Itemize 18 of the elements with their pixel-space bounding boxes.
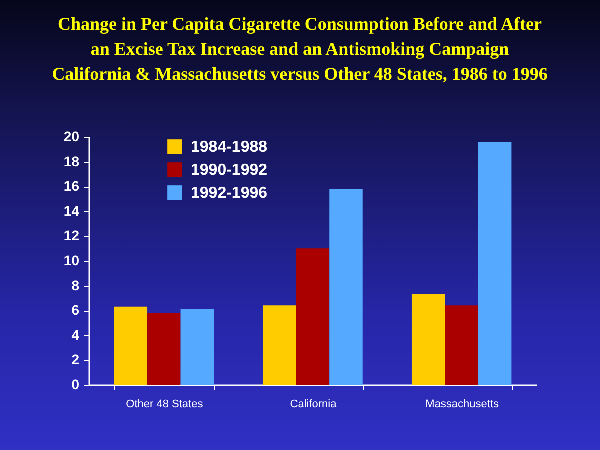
y-tick-label: 0 [72, 376, 80, 392]
y-tick-label: 18 [64, 153, 80, 170]
y-tick-label: 16 [64, 178, 80, 194]
y-tick-label: 12 [64, 228, 80, 244]
y-tick-label: 6 [72, 302, 80, 318]
legend-label: 1984-1988 [191, 139, 268, 156]
legend-label: 1992-1996 [191, 185, 268, 202]
chart-title: Change in Per Capita Cigarette Consumption Before and After an Excise Tax Increase and an Antismoking Campaign California & Massachusetts versus Other 48 States, 1986 to 1996 [52, 14, 548, 84]
y-tick-label: 8 [72, 277, 80, 294]
y-tick-label: 4 [72, 326, 80, 343]
x-tick-label: Other 48 States [126, 398, 204, 410]
x-tick-label: Massachusetts [426, 398, 500, 410]
legend-label: 1990-1992 [191, 162, 268, 179]
x-tick-label: California [290, 398, 338, 410]
y-tick-label: 2 [72, 352, 80, 368]
y-tick-label: 20 [64, 128, 80, 144]
y-tick-label: 10 [64, 252, 80, 268]
y-tick-label: 14 [64, 202, 80, 219]
